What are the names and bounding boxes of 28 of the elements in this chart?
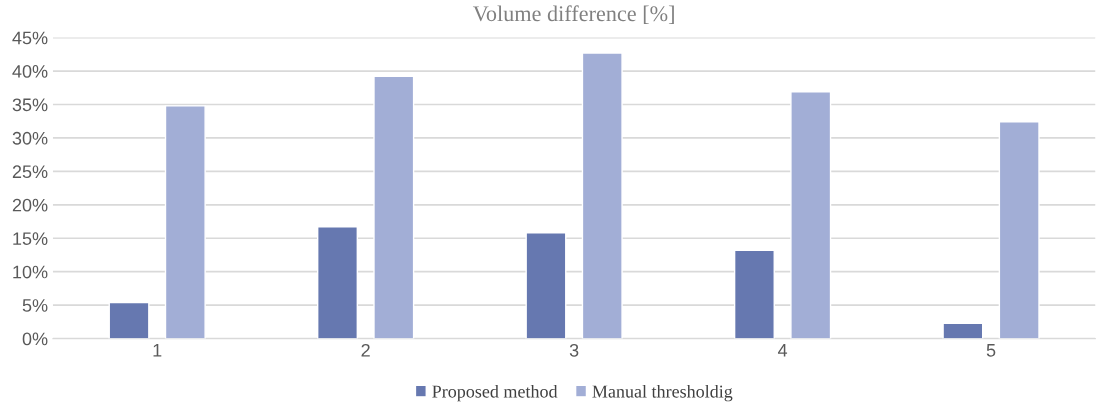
y-tick-label: 20% [12, 198, 48, 212]
bar [998, 121, 1040, 339]
chart-title: Volume difference [%] [472, 5, 674, 24]
bar [373, 75, 415, 339]
x-tick-label: 3 [569, 343, 579, 357]
y-tick-label: 10% [13, 265, 48, 279]
y-tick-label: 35% [12, 98, 48, 112]
legend-label: Manual thresholdig [592, 384, 733, 402]
bar [790, 91, 832, 339]
y-tick-label: 45% [12, 31, 48, 45]
bar [525, 232, 567, 339]
y-tick-label: 0% [22, 332, 48, 346]
bar [164, 105, 206, 339]
legend-label: Proposed method [432, 384, 558, 402]
bar [733, 249, 775, 339]
x-tick-label: 5 [986, 344, 996, 357]
x-tick-label: 1 [153, 344, 162, 357]
x-tick-label: 4 [777, 344, 788, 357]
y-tick-label: 25% [12, 165, 48, 179]
bar [108, 301, 150, 339]
bar [317, 226, 359, 339]
bar [942, 322, 984, 339]
y-tick-label: 5% [22, 299, 48, 312]
bar [581, 52, 623, 339]
y-tick-label: 15% [13, 232, 48, 245]
x-tick-label: 2 [361, 343, 370, 357]
y-tick-label: 30% [12, 131, 48, 145]
y-tick-label: 40% [12, 64, 48, 78]
